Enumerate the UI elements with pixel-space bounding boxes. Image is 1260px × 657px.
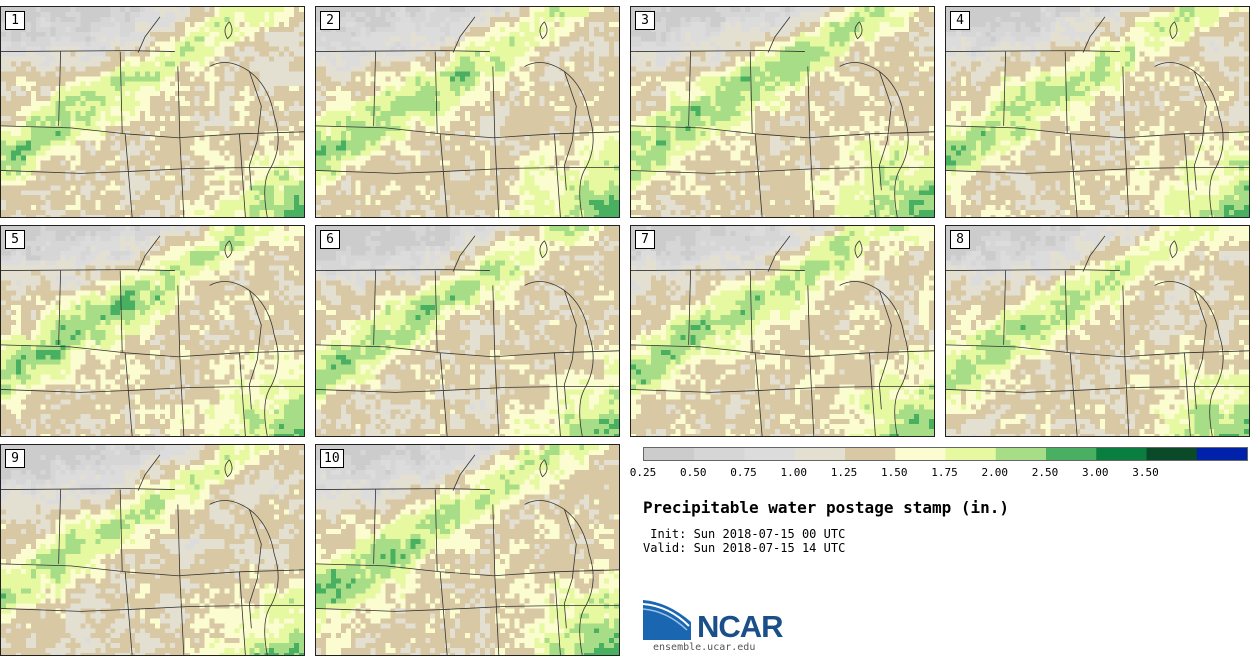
member-number-label: 8 xyxy=(950,230,970,249)
member-number-label: 3 xyxy=(635,11,655,30)
colorbar-tick-label: 1.50 xyxy=(881,466,908,479)
ensemble-url: ensemble.ucar.edu xyxy=(653,642,755,653)
ensemble-member-map: 1 xyxy=(0,6,305,218)
colorbar-tick-label: 3.50 xyxy=(1132,466,1159,479)
colorbar-segment xyxy=(1146,448,1198,460)
member-number-label: 6 xyxy=(320,230,340,249)
ensemble-member-map: 6 xyxy=(315,225,620,437)
colorbar-tick-label: 0.75 xyxy=(730,466,757,479)
ensemble-member-map: 4 xyxy=(945,6,1250,218)
member-number-label: 10 xyxy=(320,449,344,468)
ensemble-member-map: 10 xyxy=(315,444,620,656)
ncar-logo-text: NCAR xyxy=(697,609,784,645)
colorbar-tick-label: 0.50 xyxy=(680,466,707,479)
member-number-label: 7 xyxy=(635,230,655,249)
member-number-label: 1 xyxy=(5,11,25,30)
colorbar-tick-label: 1.75 xyxy=(931,466,958,479)
member-number-label: 9 xyxy=(5,449,25,468)
colorbar-segment xyxy=(895,448,946,460)
colorbar-tick-label: 1.00 xyxy=(781,466,808,479)
colorbar-segment xyxy=(1196,448,1247,460)
init-time: Init: Sun 2018-07-15 00 UTC xyxy=(643,527,845,541)
colorbar-segment xyxy=(644,448,695,460)
colorbar-segment xyxy=(1096,448,1147,460)
ensemble-member-map: 3 xyxy=(630,6,935,218)
member-number-label: 4 xyxy=(950,11,970,30)
colorbar-segment xyxy=(694,448,745,460)
member-number-label: 5 xyxy=(5,230,25,249)
colorbar-tick-label: 3.00 xyxy=(1082,466,1109,479)
ensemble-member-map: 5 xyxy=(0,225,305,437)
colorbar-tick-label: 0.25 xyxy=(630,466,657,479)
colorbar-tick-label: 1.25 xyxy=(831,466,858,479)
colorbar-segment xyxy=(945,448,997,460)
colorbar-tick-label: 2.50 xyxy=(1032,466,1059,479)
map-title: Precipitable water postage stamp (in.) xyxy=(643,498,1009,517)
colorbar-segment xyxy=(744,448,796,460)
colorbar-tick-labels: 0.25 0.50 0.75 1.00 1.25 1.50 1.75 2.00 2.50 3.00… xyxy=(630,466,1248,482)
member-number-label: 2 xyxy=(320,11,340,30)
ensemble-member-map: 7 xyxy=(630,225,935,437)
ensemble-member-map: 2 xyxy=(315,6,620,218)
colorbar-segment xyxy=(1046,448,1097,460)
colorbar-segment xyxy=(794,448,846,460)
valid-time: Valid: Sun 2018-07-15 14 UTC xyxy=(643,541,845,555)
colorbar-segment xyxy=(845,448,896,460)
ensemble-member-map: 8 xyxy=(945,225,1250,437)
precipitable-water-colorbar xyxy=(643,447,1248,461)
colorbar-segment xyxy=(995,448,1047,460)
colorbar-tick-label: 2.00 xyxy=(982,466,1009,479)
ncar-logo-icon xyxy=(643,600,691,640)
ensemble-member-map: 9 xyxy=(0,444,305,656)
